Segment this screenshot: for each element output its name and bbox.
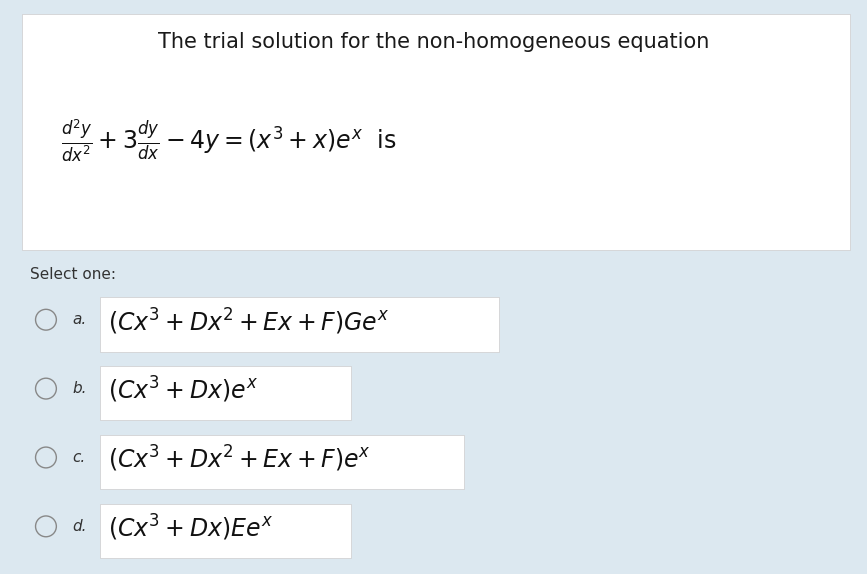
Text: d.: d. <box>72 519 87 534</box>
Text: $(Cx^3 + Dx^2 + Ex + F)e^x$: $(Cx^3 + Dx^2 + Ex + F)e^x$ <box>108 444 371 474</box>
Text: a.: a. <box>72 312 86 327</box>
Text: $(Cx^3 + Dx^2 + Ex + F)Ge^x$: $(Cx^3 + Dx^2 + Ex + F)Ge^x$ <box>108 307 389 336</box>
Text: $(Cx^3 + Dx)e^x$: $(Cx^3 + Dx)e^x$ <box>108 375 258 405</box>
Text: b.: b. <box>72 381 87 396</box>
Text: c.: c. <box>72 450 85 465</box>
Text: The trial solution for the non-homogeneous equation: The trial solution for the non-homogeneo… <box>158 32 709 52</box>
FancyBboxPatch shape <box>100 504 351 558</box>
FancyBboxPatch shape <box>100 435 464 489</box>
Text: Select one:: Select one: <box>30 267 116 282</box>
FancyBboxPatch shape <box>22 14 850 250</box>
Text: $\frac{d^2y}{dx^2} + 3\frac{dy}{dx} - 4y = (x^3 + x)e^x$  is: $\frac{d^2y}{dx^2} + 3\frac{dy}{dx} - 4y… <box>61 117 396 164</box>
Text: $(Cx^3 + Dx)Ee^x$: $(Cx^3 + Dx)Ee^x$ <box>108 513 273 543</box>
FancyBboxPatch shape <box>100 366 351 420</box>
FancyBboxPatch shape <box>100 297 499 351</box>
